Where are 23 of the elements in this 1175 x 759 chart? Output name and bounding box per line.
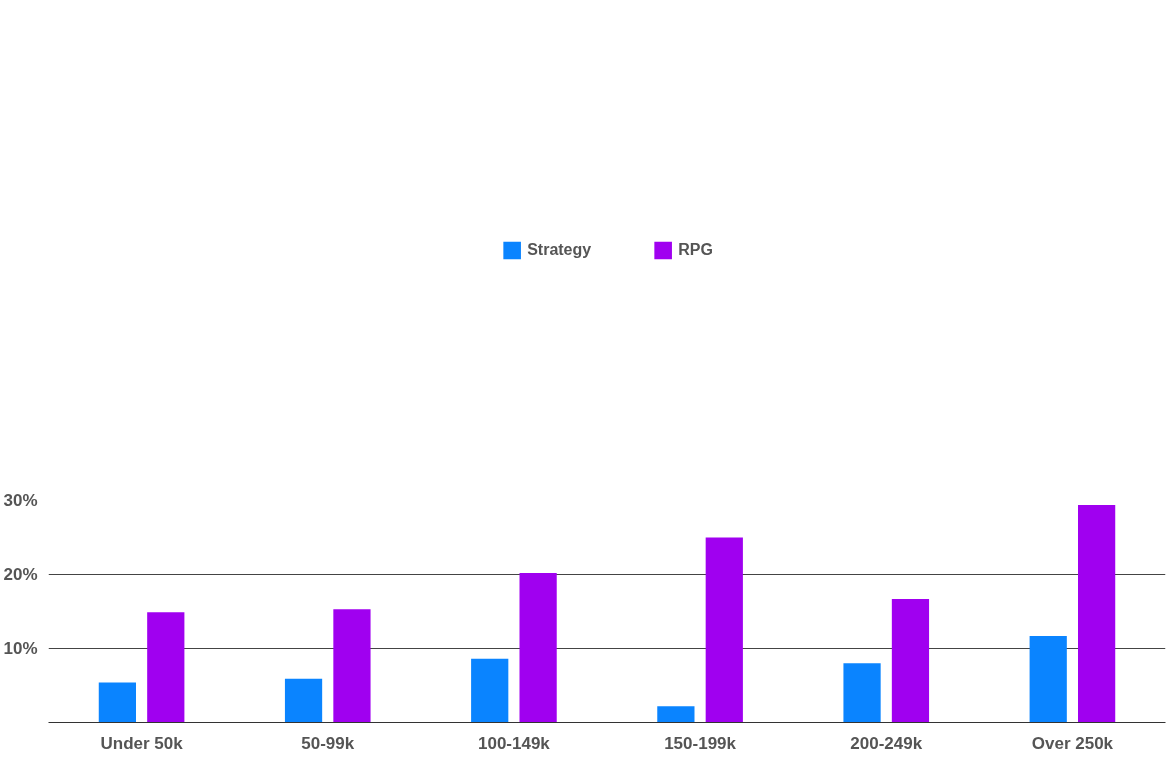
bar	[519, 573, 557, 723]
bar	[147, 612, 185, 723]
y-tick-label: 30%	[3, 491, 38, 510]
bar	[284, 678, 323, 723]
bar	[891, 598, 930, 723]
bar	[843, 663, 881, 723]
bar	[1078, 504, 1116, 723]
bar	[1029, 635, 1067, 723]
bar	[705, 537, 743, 723]
x-tick-label: 150-199k	[664, 733, 737, 753]
x-tick-label: Over 250k	[1031, 733, 1114, 753]
bar	[471, 658, 509, 723]
x-tick-label: Under 50k	[100, 733, 184, 753]
x-tick-label: 200-249k	[850, 733, 923, 753]
bar	[333, 609, 371, 723]
y-tick-label: 20%	[3, 565, 38, 584]
bar	[98, 682, 136, 723]
legend-label: Strategy	[527, 241, 592, 259]
bar	[657, 706, 695, 723]
y-tick-label: 10%	[3, 639, 38, 658]
x-tick-label: 100-149k	[478, 733, 551, 753]
legend-label: RPG	[678, 241, 713, 259]
x-tick-label: 50-99k	[301, 733, 355, 753]
